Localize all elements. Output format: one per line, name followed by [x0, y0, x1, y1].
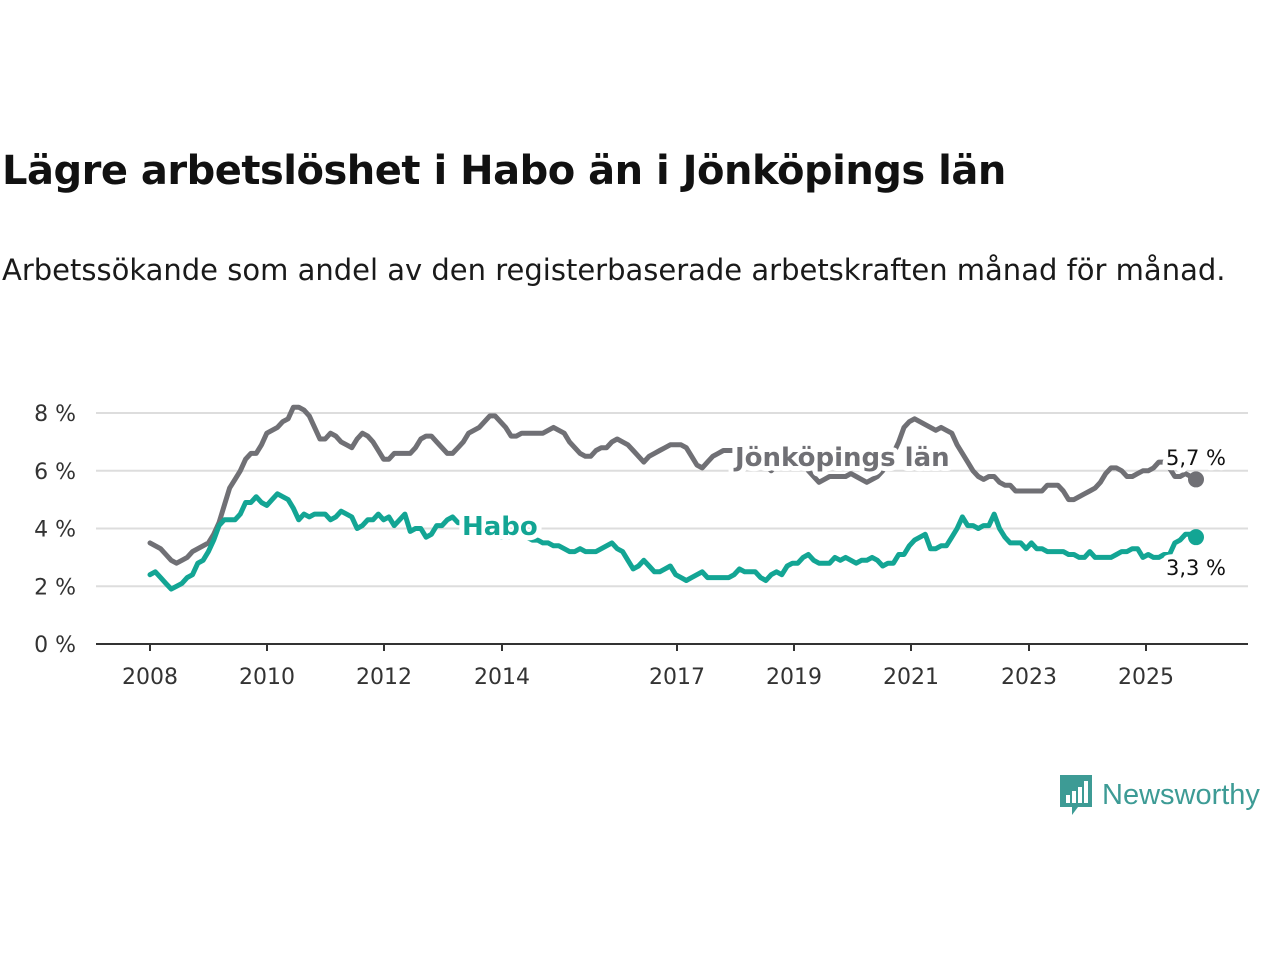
series-label-jonkopings-lan-halo: Jönköpings län	[733, 443, 950, 473]
x-tick-label: 2019	[766, 665, 822, 690]
chart-subtitle: Arbetssökande som andel av den registerb…	[2, 253, 1226, 287]
end-label-jonkopings-lan-halo: 5,7 %	[1166, 446, 1226, 470]
end-point-marker	[1188, 529, 1204, 546]
chart-title: Lägre arbetslöshet i Habo än i Jönköping…	[2, 148, 1006, 194]
series-label-jonkopings-lan: Jönköpings län	[733, 443, 950, 473]
series-line-habo	[147, 491, 1199, 592]
grid	[96, 412, 1248, 588]
x-tick-label: 2025	[1118, 665, 1174, 690]
end-point-marker	[1188, 471, 1204, 488]
line-chart: 0 % 2 % 4 % 6 % 8 % 2008 2010 2012 2014 2017 2019…	[34, 402, 1248, 690]
end-label-jonkopings-lan: 5,7 %	[1166, 446, 1226, 470]
newsworthy-logo[interactable]: Newsworthy	[1058, 772, 1278, 818]
series-line-jonkopings-lan	[147, 404, 1199, 566]
series-label-habo: Habo	[462, 512, 538, 542]
y-tick-label: 6 %	[34, 460, 76, 485]
x-tick-label: 2010	[239, 665, 295, 690]
end-label-habo-halo: 3,3 %	[1166, 556, 1226, 580]
y-axis: 0 % 2 % 4 % 6 % 8 %	[34, 402, 76, 658]
x-tick-label: 2014	[474, 665, 530, 690]
y-tick-label: 0 %	[34, 633, 76, 658]
newsworthy-icon	[1060, 775, 1092, 815]
brand-name: Newsworthy	[1102, 778, 1260, 811]
x-axis: 2008 2010 2012 2014 2017 2019 2021 2023 2025	[96, 643, 1248, 690]
x-tick-label: 2021	[883, 665, 939, 690]
y-tick-label: 4 %	[34, 518, 76, 543]
x-tick-label: 2012	[356, 665, 412, 690]
series-lines	[147, 404, 1204, 592]
x-tick-label: 2017	[649, 665, 705, 690]
x-tick-label: 2023	[1001, 665, 1057, 690]
end-label-habo: 3,3 %	[1166, 556, 1226, 580]
series-label-habo-halo: Habo	[462, 512, 538, 542]
y-tick-label: 2 %	[34, 575, 76, 600]
y-tick-label: 8 %	[34, 402, 76, 427]
x-tick-label: 2008	[122, 665, 178, 690]
